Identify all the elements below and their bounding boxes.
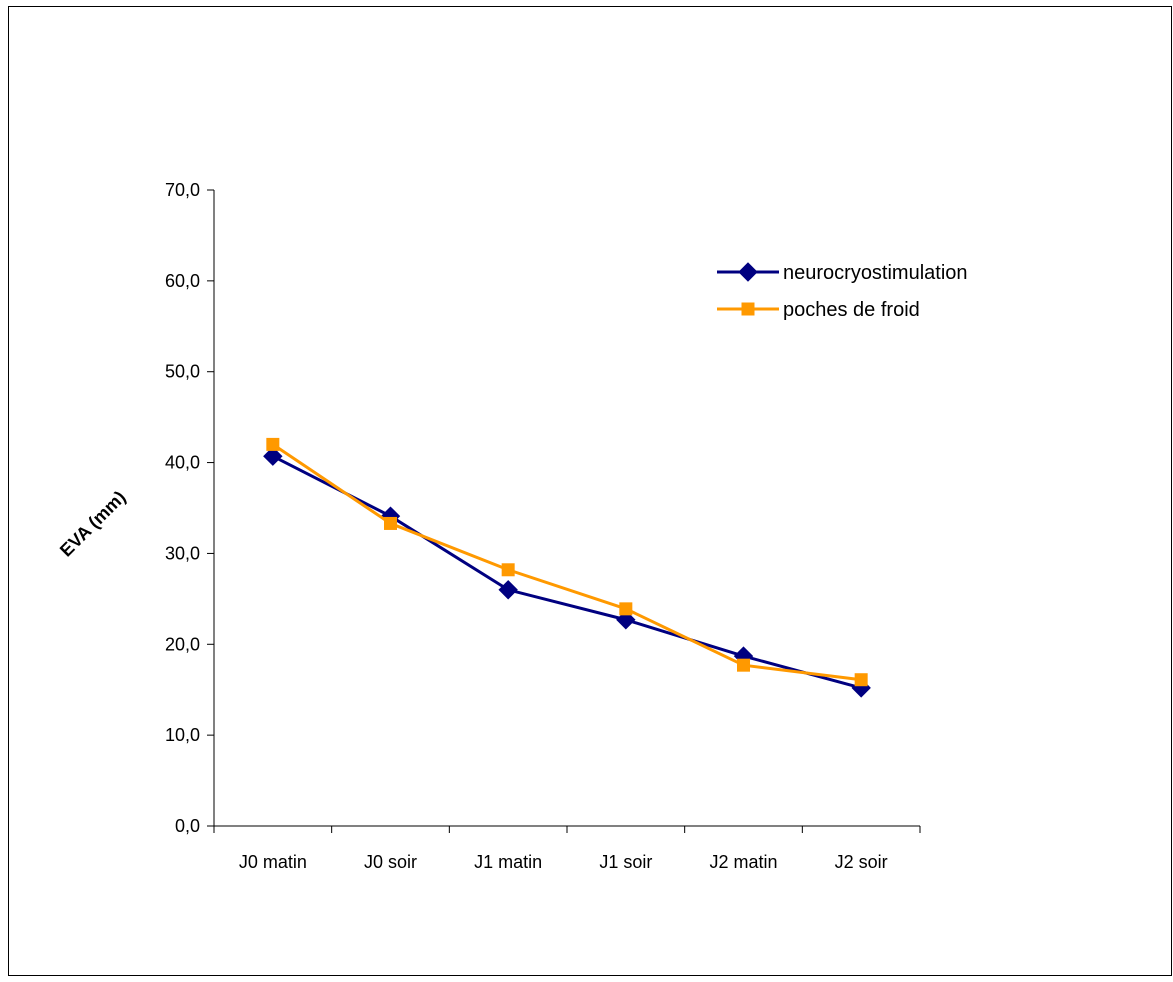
series-line <box>272 454 862 690</box>
x-tick-label: J0 soir <box>364 852 417 872</box>
series-lines <box>263 437 871 698</box>
data-point <box>619 602 633 616</box>
legend-item-1: neurocryostimulation <box>717 262 968 284</box>
line-chart: 0,0 10,0 20,0 30,0 40,0 50,0 60,0 70,0 J0 matin… <box>56 180 968 872</box>
x-tick-label: J1 soir <box>599 852 652 872</box>
series-line <box>271 443 862 682</box>
legend-marker <box>738 262 758 282</box>
x-tick-label: J2 matin <box>709 852 777 872</box>
x-tick-label: J0 matin <box>239 852 307 872</box>
x-tick-label: J1 matin <box>474 852 542 872</box>
x-axis: J0 matin J0 soir J1 matin J1 soir J2 matin J2… <box>213 825 921 872</box>
y-axis: 0,0 10,0 20,0 30,0 40,0 50,0 60,0 70,0 <box>165 180 215 836</box>
series-1 <box>263 446 871 698</box>
data-point <box>384 516 397 530</box>
data-point <box>501 563 515 577</box>
legend-label: neurocryostimulation <box>783 262 968 284</box>
y-tick-label: 20,0 <box>165 634 200 654</box>
y-tick-label: 10,0 <box>165 725 200 745</box>
y-tick-label: 60,0 <box>165 271 200 291</box>
data-point <box>498 580 518 600</box>
y-tick-label: 30,0 <box>165 543 200 563</box>
y-axis-title: EVA (mm) <box>56 487 130 561</box>
legend-item-2: poches de froid <box>717 299 920 321</box>
series-2 <box>266 437 868 687</box>
y-tick-label: 0,0 <box>175 816 200 836</box>
data-point <box>737 658 750 672</box>
data-point <box>266 437 280 451</box>
y-tick-label: 70,0 <box>165 180 200 200</box>
data-point <box>263 446 283 466</box>
y-tick-label: 40,0 <box>165 453 200 473</box>
data-point <box>854 673 868 687</box>
x-tick-label: J2 soir <box>835 852 888 872</box>
y-tick-label: 50,0 <box>165 362 200 382</box>
legend-label: poches de froid <box>783 299 920 321</box>
legend: neurocryostimulation poches de froid <box>717 262 968 321</box>
legend-marker <box>741 302 755 316</box>
chart-frame: 0,0 10,0 20,0 30,0 40,0 50,0 60,0 70,0 J0 matin… <box>8 6 1172 976</box>
